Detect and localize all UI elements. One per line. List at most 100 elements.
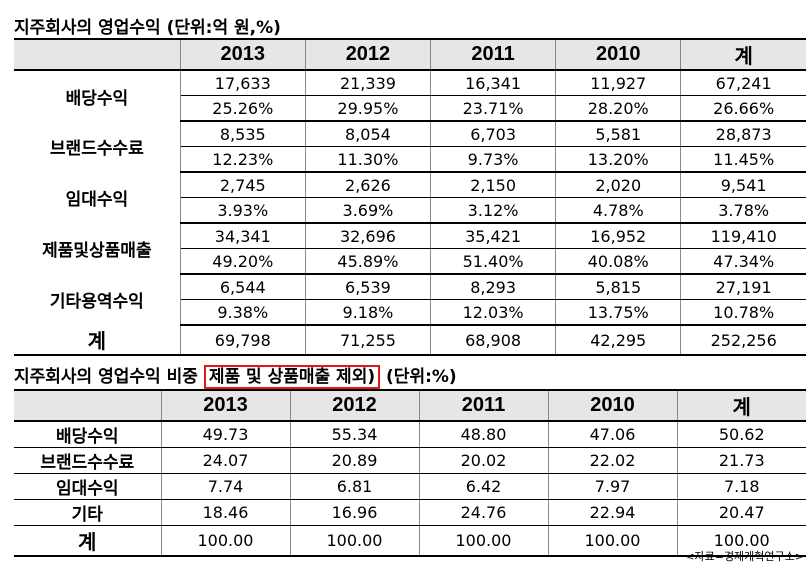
total-cell: 100.00 — [160, 525, 290, 556]
value-cell: 6,539 — [304, 274, 431, 300]
table-row-percent: 25.26% 29.95% 23.71% 28.20% 26.66% — [14, 95, 806, 122]
revenue-share-table: 2013 2012 2011 2010 계 배당수익 49.73 55.34 4… — [14, 389, 806, 557]
total-cell: 71,255 — [304, 325, 431, 355]
header-cell: 2010 — [555, 39, 681, 71]
value-cell: 6,544 — [179, 274, 306, 300]
percent-cell: 3.78% — [680, 197, 806, 224]
percent-cell: 25.26% — [179, 95, 306, 122]
value-cell: 55.34 — [289, 421, 419, 448]
table2-title-prefix: 지주회사의 영업수익 비중 — [14, 367, 198, 387]
row-label: 기타용역수익 — [14, 274, 181, 325]
total-label: 계 — [78, 530, 97, 554]
value-cell: 5,581 — [555, 121, 681, 147]
value-cell: 48.80 — [418, 421, 548, 448]
value-cell: 21.73 — [676, 447, 806, 474]
percent-cell: 3.69% — [304, 197, 431, 224]
header-cell: 2011 — [430, 39, 556, 71]
value-cell: 47.06 — [547, 421, 677, 448]
value-cell: 21,339 — [304, 70, 431, 96]
value-cell: 7.97 — [547, 473, 677, 500]
percent-cell: 9.73% — [430, 146, 556, 173]
header-corner — [14, 390, 161, 422]
percent-cell: 3.93% — [179, 197, 306, 224]
value-cell: 16.96 — [289, 499, 419, 526]
table-row: 임대수익 2,745 2,626 2,150 2,020 9,541 — [14, 172, 806, 223]
header-corner — [14, 39, 181, 71]
percent-cell: 26.66% — [680, 95, 806, 122]
percent-cell: 9.38% — [179, 299, 306, 326]
value-cell: 17,633 — [179, 70, 306, 96]
total-cell: 69,798 — [179, 325, 306, 355]
value-cell: 34,341 — [179, 223, 306, 249]
total-cell: 100.00 — [547, 525, 677, 556]
operating-revenue-table: 2013 2012 2011 2010 계 배당수익 17,633 21,339… — [14, 38, 806, 356]
row-label: 배당수익 — [14, 421, 161, 448]
value-cell: 18.46 — [160, 499, 290, 526]
total-cell: 68,908 — [430, 325, 556, 355]
value-cell: 28,873 — [680, 121, 806, 147]
value-cell: 50.62 — [676, 421, 806, 448]
percent-cell: 49.20% — [179, 248, 306, 275]
value-cell: 119,410 — [680, 223, 806, 249]
source-note: <자료=경제개혁연구소> — [685, 550, 804, 563]
total-row: 계 100.00 100.00 100.00 100.00 100.00 — [14, 525, 806, 556]
percent-cell: 11.45% — [680, 146, 806, 173]
header-cell: 계 — [676, 390, 806, 422]
value-cell: 7.74 — [160, 473, 290, 500]
percent-cell: 3.12% — [430, 197, 556, 224]
table-row: 임대수익 7.74 6.81 6.42 7.97 7.18 — [14, 473, 806, 500]
percent-cell: 13.75% — [555, 299, 681, 326]
value-cell: 2,150 — [430, 172, 556, 198]
table-row-percent: 9.38% 9.18% 12.03% 13.75% 10.78% — [14, 299, 806, 326]
value-cell: 20.02 — [418, 447, 548, 474]
value-cell: 20.47 — [676, 499, 806, 526]
percent-cell: 9.18% — [304, 299, 431, 326]
table-row: 기타용역수익 6,544 6,539 8,293 5,815 27,191 — [14, 274, 806, 325]
total-cell: 100.00 — [289, 525, 419, 556]
value-cell: 2,020 — [555, 172, 681, 198]
percent-cell: 12.23% — [179, 146, 306, 173]
header-cell: 2012 — [304, 39, 431, 71]
header-row: 2013 2012 2011 2010 계 — [14, 39, 806, 71]
percent-cell: 47.34% — [680, 248, 806, 275]
value-cell: 7.18 — [676, 473, 806, 500]
header-cell: 2010 — [547, 390, 677, 422]
table2-title-suffix: (단위:%) — [386, 367, 457, 387]
percent-cell: 45.89% — [304, 248, 431, 275]
value-cell: 22.94 — [547, 499, 677, 526]
percent-cell: 11.30% — [304, 146, 431, 173]
table-row: 브랜드수수료 24.07 20.89 20.02 22.02 21.73 — [14, 447, 806, 474]
total-cell: 100.00 — [418, 525, 548, 556]
value-cell: 24.07 — [160, 447, 290, 474]
value-cell: 24.76 — [418, 499, 548, 526]
value-cell: 16,952 — [555, 223, 681, 249]
value-cell: 49.73 — [160, 421, 290, 448]
total-cell: 42,295 — [555, 325, 681, 355]
total-row: 계 69,798 71,255 68,908 42,295 252,256 — [14, 325, 806, 355]
header-row: 2013 2012 2011 2010 계 — [14, 390, 806, 422]
value-cell: 2,626 — [304, 172, 431, 198]
table-row: 제품및상품매출 34,341 32,696 35,421 16,952 119,… — [14, 223, 806, 274]
value-cell: 5,815 — [555, 274, 681, 300]
header-cell: 2011 — [418, 390, 548, 422]
value-cell: 11,927 — [555, 70, 681, 96]
table-row: 배당수익 49.73 55.34 48.80 47.06 50.62 — [14, 421, 806, 448]
value-cell: 8,293 — [430, 274, 556, 300]
table-row: 기타 18.46 16.96 24.76 22.94 20.47 — [14, 499, 806, 526]
table-row-percent: 49.20% 45.89% 51.40% 40.08% 47.34% — [14, 248, 806, 275]
row-label: 임대수익 — [14, 172, 181, 223]
value-cell: 20.89 — [289, 447, 419, 474]
header-cell: 2012 — [289, 390, 419, 422]
table-row: 브랜드수수료 8,535 8,054 6,703 5,581 28,873 — [14, 121, 806, 172]
header-cell: 2013 — [179, 39, 306, 71]
row-label: 브랜드수수료 — [14, 121, 181, 172]
value-cell: 32,696 — [304, 223, 431, 249]
value-cell: 16,341 — [430, 70, 556, 96]
header-cell: 2013 — [160, 390, 290, 422]
row-label: 임대수익 — [14, 473, 161, 500]
value-cell: 27,191 — [680, 274, 806, 300]
row-label: 제품및상품매출 — [14, 223, 181, 274]
percent-cell: 12.03% — [430, 299, 556, 326]
table-row-percent: 3.93% 3.69% 3.12% 4.78% 3.78% — [14, 197, 806, 224]
row-label: 배당수익 — [14, 70, 181, 121]
